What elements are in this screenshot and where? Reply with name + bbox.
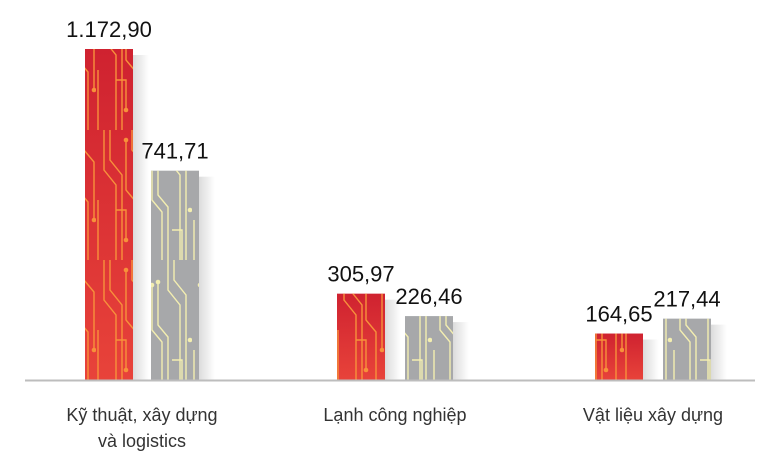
bar-texture xyxy=(151,170,199,380)
bar-shadow xyxy=(133,55,149,380)
data-label: 164,65 xyxy=(585,302,652,327)
bar-texture xyxy=(337,293,385,380)
bar-shadow xyxy=(453,322,469,380)
category-label: Lạnh công nghiệp xyxy=(323,405,466,425)
bar-texture xyxy=(405,316,453,380)
category-label: Kỹ thuật, xây dựng xyxy=(66,405,217,425)
category-label: Vật liệu xây dựng xyxy=(583,405,723,425)
category-label: và logistics xyxy=(98,431,186,451)
bar-texture xyxy=(663,318,711,380)
bar-texture xyxy=(85,49,133,380)
bar-shadow xyxy=(711,324,727,380)
bar-shadow xyxy=(199,176,215,380)
data-label: 217,44 xyxy=(653,287,720,312)
data-label: 741,71 xyxy=(141,139,208,164)
bar-shadow xyxy=(385,299,401,380)
data-label: 1.172,90 xyxy=(66,17,152,42)
data-label: 305,97 xyxy=(327,262,394,287)
data-label: 226,46 xyxy=(395,284,462,309)
bar-shadow xyxy=(643,339,659,380)
bar-texture xyxy=(595,333,643,380)
